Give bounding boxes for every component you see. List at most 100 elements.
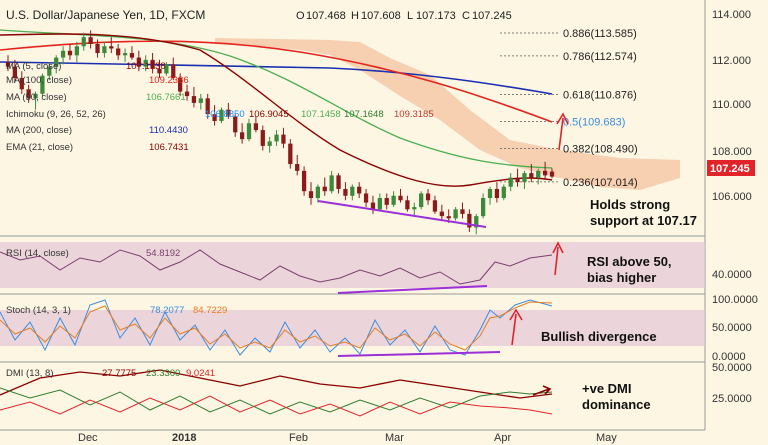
indicator-legend: MA (5, close) 107.1738 MA (100, close) 1… (6, 61, 434, 153)
candle-body (494, 188, 500, 199)
candle-body (301, 170, 307, 192)
current-price-badge (707, 160, 755, 176)
support-annotation-line-1: Holds strong (590, 197, 670, 212)
legend-ma100-value: 109.2386 (149, 75, 189, 86)
x-tick-label: 2018 (172, 432, 196, 444)
candle-body (322, 186, 327, 192)
price-axis: 114.000 112.000 110.000 108.000 106.000 … (707, 9, 755, 203)
candle-body (501, 186, 506, 199)
candle-body (150, 59, 155, 69)
dmi-label: DMI (13, 8) (6, 368, 54, 379)
candles (5, 30, 555, 235)
candle-body (363, 193, 369, 203)
legend-ma50-value: 106.7661 (146, 92, 186, 103)
price-tick-label: 112.000 (712, 55, 751, 67)
stoch-tick-label: 50.0000 (712, 322, 752, 334)
time-axis: Dec 2018 Feb Mar Apr May (78, 432, 617, 444)
candle-body (295, 164, 300, 171)
x-tick-label: Mar (385, 432, 404, 444)
adx-line (0, 369, 553, 399)
fib-level-label: 0.5(109.683) (563, 116, 625, 128)
candle-body (239, 132, 245, 140)
x-tick-label: May (596, 432, 617, 444)
candle-body (536, 170, 541, 178)
candle-body (529, 173, 534, 178)
stoch-up-arrow (509, 308, 523, 346)
candle-body (481, 198, 486, 217)
candle-body (405, 200, 410, 210)
ohlc-low: 107.173 (416, 10, 456, 22)
candle-body (54, 57, 59, 67)
dmi-plus-value: 23.3300 (146, 368, 180, 379)
candle-body (467, 213, 472, 228)
legend-ichimoku-value-5: 109.3185 (394, 109, 434, 120)
rsi-tick-label: 40.0000 (712, 269, 752, 281)
candle-body (253, 123, 259, 131)
rsi-value: 54.8192 (146, 248, 180, 259)
candle-body (391, 195, 396, 205)
rsi-band (0, 242, 705, 288)
legend-ichimoku-value-4: 107.1648 (344, 109, 384, 120)
stoch-tick-label: 0.0000 (712, 351, 746, 363)
candle-body (219, 109, 224, 121)
price-tick-label: 114.000 (712, 9, 751, 21)
candle-body (398, 195, 403, 201)
candle-body (377, 198, 382, 210)
candle-body (122, 53, 128, 56)
minus-di-line (0, 395, 553, 417)
candle-body (5, 62, 11, 67)
candle-body (60, 50, 66, 58)
stoch-d-value: 84.7229 (193, 305, 227, 316)
candle-body (343, 188, 348, 196)
candle-body (453, 209, 458, 219)
candle-body (136, 57, 141, 67)
legend-ema21-value: 106.7431 (149, 142, 189, 153)
legend-ma100-label: MA (100, close) (6, 75, 72, 86)
legend-ema21-label: EMA (21, close) (6, 142, 73, 153)
support-annotation: Holds strong support at 107.17 (590, 197, 697, 228)
candle-body (198, 98, 203, 103)
candle-body (102, 46, 107, 54)
candle-body (357, 186, 362, 194)
stoch-label: Stoch (14, 3, 1) (6, 305, 71, 316)
ma-200-line (0, 61, 553, 95)
candle-body (487, 188, 493, 199)
price-pane (0, 0, 706, 431)
dmi-tick-label: 50.0000 (712, 362, 752, 374)
candle-body (164, 64, 169, 74)
ohlc-open: 107.468 (306, 10, 346, 22)
price-low-trendline (317, 200, 487, 228)
ohlc-close: 107.245 (472, 10, 512, 22)
stoch-k-line (0, 299, 553, 356)
candle-body (19, 77, 24, 90)
candle-body (95, 43, 100, 54)
candle-body (184, 91, 190, 97)
candle-body (226, 109, 231, 117)
candle-body (549, 171, 555, 177)
current-price-text: 107.245 (710, 163, 750, 175)
stoch-annotation: Bullish divergence (541, 329, 657, 344)
legend-ma50-label: MA (50, close) (6, 92, 67, 103)
candle-body (171, 64, 176, 78)
rsi-label: RSI (14, close) (6, 248, 69, 259)
chart-header: U.S. Dollar/Japanese Yen, 1D, FXCM O 107… (6, 8, 512, 22)
dmi-minus-value: 9.0241 (186, 368, 215, 379)
candle-body (308, 191, 314, 199)
dmi-tick-label: 25.0000 (712, 393, 752, 405)
candle-body (129, 53, 135, 58)
fib-level-label: 0.786(112.574) (563, 51, 637, 63)
legend-ichimoku-label: Ichimoku (9, 26, 52, 26) (6, 109, 106, 120)
candle-body (157, 68, 162, 74)
candle-body (191, 96, 197, 103)
rsi-annotation-line-1: RSI above 50, (587, 254, 672, 269)
fib-level-label: 0.886(113.585) (563, 28, 637, 40)
candle-body (233, 116, 238, 133)
legend-ma5-value: 107.1738 (126, 61, 166, 72)
candle-body (33, 93, 38, 99)
ichimoku-cloud (215, 38, 680, 190)
candle-body (508, 177, 513, 187)
candle-body (267, 141, 272, 146)
legend-ichimoku-value-3: 107.1458 (301, 109, 341, 120)
price-tick-label: 106.000 (712, 191, 752, 203)
